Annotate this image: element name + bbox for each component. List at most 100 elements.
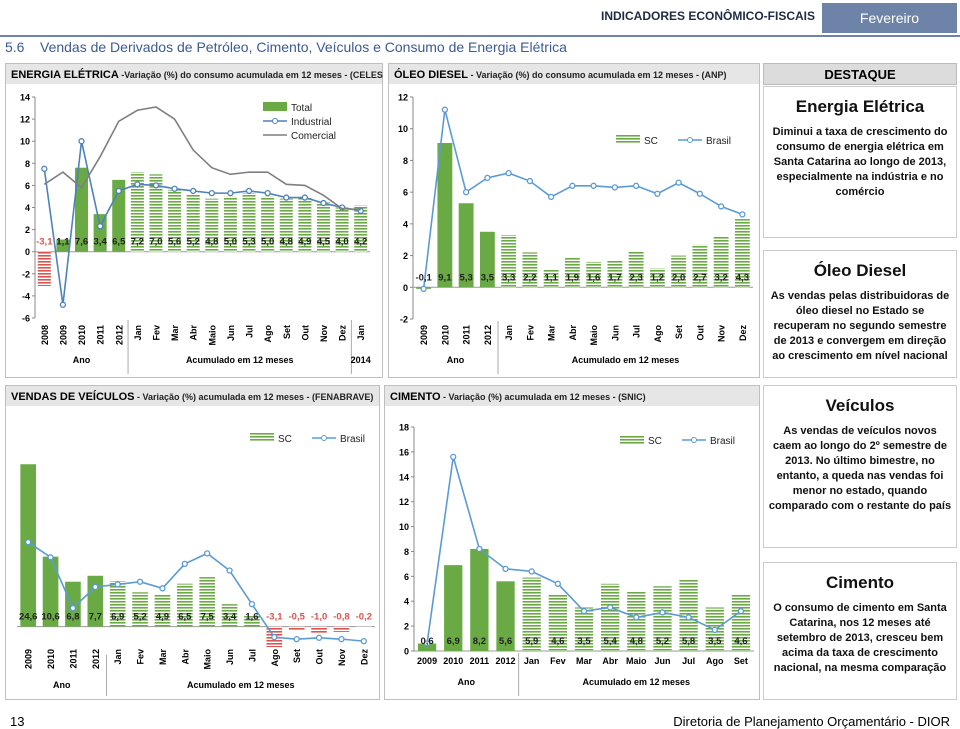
highlight-title: Veículos	[825, 396, 895, 415]
data-label: -0,2	[356, 612, 372, 623]
legend-swatch	[687, 137, 693, 143]
line-marker	[248, 601, 256, 608]
x-tick-label: Ago	[270, 649, 280, 667]
data-label: 5,2	[187, 237, 200, 248]
bar	[713, 236, 729, 288]
bar	[149, 174, 163, 252]
data-label: -3,1	[36, 237, 53, 248]
x-tick-label: Set	[674, 325, 684, 339]
data-label: 3,4	[223, 612, 237, 623]
x-tick-label: 2011	[470, 656, 490, 666]
x-tick-label: Jun	[654, 656, 670, 666]
line-marker	[190, 187, 197, 195]
y-tick-label: 14	[399, 472, 409, 482]
line-marker	[134, 181, 141, 188]
bar	[298, 197, 312, 252]
data-label: 5,3	[460, 272, 473, 283]
x-tick-label: Jan	[504, 325, 514, 341]
y-tick-label: 2	[404, 622, 409, 632]
header-month: Fevereiro	[822, 3, 957, 33]
data-label: 5,2	[133, 612, 146, 623]
y-tick-label: 4	[25, 203, 30, 213]
bar	[37, 251, 51, 286]
x-tick-label: 2011	[462, 325, 472, 345]
bar	[335, 207, 349, 252]
x-group-label: Acumulado em 12 meses	[186, 355, 294, 365]
x-group-label: Acumulado em 12 meses	[583, 677, 691, 687]
line-marker	[441, 106, 449, 113]
chart-subtitle: -Variação (%) do consumo acumulada em 12…	[119, 70, 383, 80]
data-label: 4,6	[551, 636, 564, 647]
x-tick-label: 2011	[96, 325, 106, 345]
chart-subtitle: - Variação (%) do consumo acumulada em 1…	[468, 70, 727, 80]
bar	[692, 244, 708, 288]
data-label: 3,2	[715, 272, 728, 283]
y-tick-label: 10	[20, 137, 30, 147]
x-tick-label: 2012	[496, 656, 516, 666]
page-number: 13	[10, 714, 25, 729]
line-marker	[450, 453, 457, 461]
x-tick-label: Maio	[207, 325, 217, 346]
line-marker	[59, 301, 67, 308]
y-tick-label: 8	[403, 156, 408, 166]
data-label: 0,6	[420, 636, 433, 647]
x-tick-label: Abr	[189, 325, 199, 341]
y-tick-label: 0	[403, 283, 408, 293]
line-marker	[41, 165, 48, 172]
line-marker	[654, 190, 661, 197]
line-marker	[181, 560, 188, 568]
x-tick-label: 2009	[24, 649, 34, 669]
data-label: 5,3	[242, 237, 255, 248]
bar	[42, 556, 59, 627]
y-tick-label: 18	[399, 423, 409, 433]
line-marker	[264, 189, 271, 197]
bar	[242, 193, 256, 252]
header-indicator: INDICADORES ECONÔMICO-FISCAIS	[600, 9, 815, 23]
line-marker	[271, 634, 278, 641]
bar	[223, 196, 237, 252]
legend-label: SC	[644, 136, 658, 147]
chart-title: ÓLEO DIESEL - Variação (%) do consumo ac…	[394, 68, 727, 81]
x-tick-label: 2009	[419, 325, 429, 345]
x-tick-label: Set	[282, 325, 292, 339]
line-marker	[360, 637, 367, 645]
y-tick-label: 4	[403, 219, 408, 229]
x-tick-label: Ago	[706, 656, 724, 666]
x-tick-label: 2009	[58, 325, 68, 345]
data-label: 3,5	[577, 636, 591, 647]
line-marker	[136, 578, 144, 585]
x-tick-label: 2009	[417, 656, 437, 666]
legend-label: SC	[278, 434, 292, 445]
bar	[417, 643, 437, 651]
legend-swatch	[263, 102, 287, 111]
highlight-title: Energia Elétrica	[795, 97, 925, 116]
line-marker	[159, 585, 166, 592]
bar	[601, 583, 620, 651]
bar	[288, 626, 305, 630]
bar	[56, 239, 70, 252]
chart: VENDAS DE VEÍCULOS - Variação (%) acumul…	[5, 385, 380, 700]
x-tick-label: 2008	[40, 325, 50, 345]
data-label: 1,7	[608, 272, 621, 283]
line-marker	[505, 169, 512, 177]
line-marker	[315, 634, 323, 641]
y-tick-label: 0	[25, 247, 30, 257]
data-label: 6,9	[111, 612, 124, 623]
bar	[75, 167, 89, 252]
x-tick-label: Jun	[226, 325, 236, 341]
line-marker	[96, 223, 104, 230]
y-tick-label: 0	[404, 647, 409, 657]
data-label: 6,8	[66, 612, 79, 623]
y-tick-label: -6	[22, 314, 30, 324]
x-tick-label: Jul	[247, 649, 257, 662]
data-label: 7,5	[201, 612, 215, 623]
bar	[627, 591, 646, 651]
x-tick-label: Ago	[653, 325, 663, 343]
x-tick-label: Dez	[338, 325, 348, 342]
line-marker	[338, 635, 345, 643]
x-group-label: Ano	[458, 677, 476, 687]
x-tick-label: Dez	[738, 325, 748, 342]
data-label: 4,8	[205, 237, 218, 248]
highlight-text: As vendas de veículos novos caem ao long…	[768, 425, 952, 512]
data-label: 5,8	[682, 636, 695, 647]
